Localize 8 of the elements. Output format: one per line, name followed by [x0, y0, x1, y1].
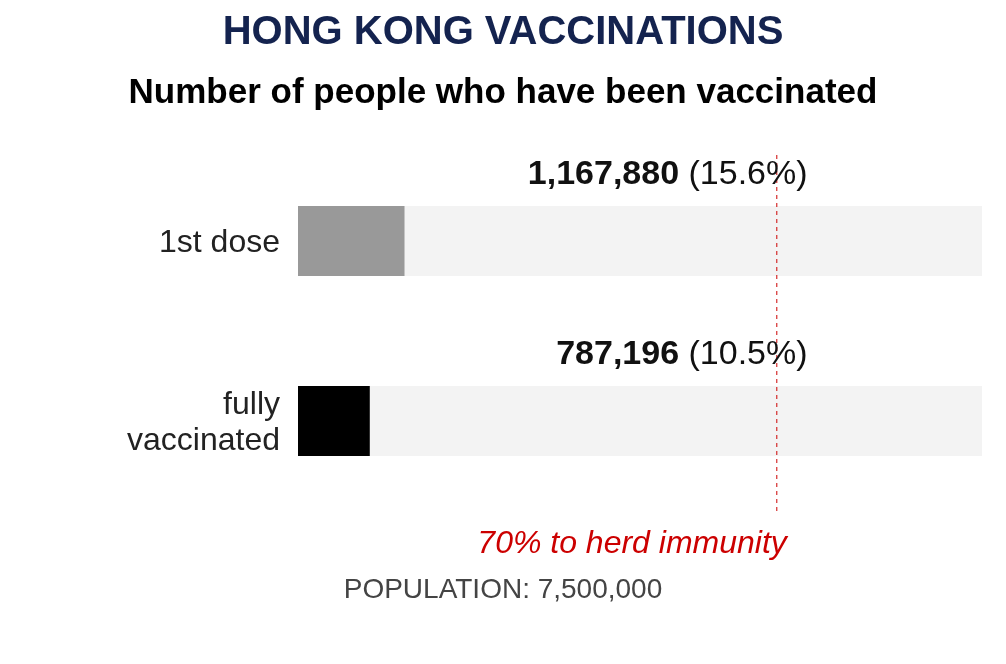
data-label: 787,196 (10.5%) — [556, 333, 808, 371]
data-label: 1,167,880 (15.6%) — [527, 153, 808, 191]
chart-title: HONG KONG VACCINATIONS — [221, 8, 785, 53]
text: POPULATION: 7,500,000 — [342, 573, 664, 605]
y-tick-label: fully vaccinated — [127, 385, 280, 457]
chart-subtitle: Number of people who have been vaccinated — [127, 71, 879, 111]
y-tick-label: 1st dose — [159, 223, 280, 259]
ref-line-label: 70% to herd immunity — [477, 524, 789, 560]
